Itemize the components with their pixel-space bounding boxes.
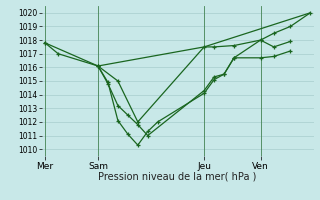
X-axis label: Pression niveau de la mer( hPa ): Pression niveau de la mer( hPa )	[99, 172, 257, 182]
